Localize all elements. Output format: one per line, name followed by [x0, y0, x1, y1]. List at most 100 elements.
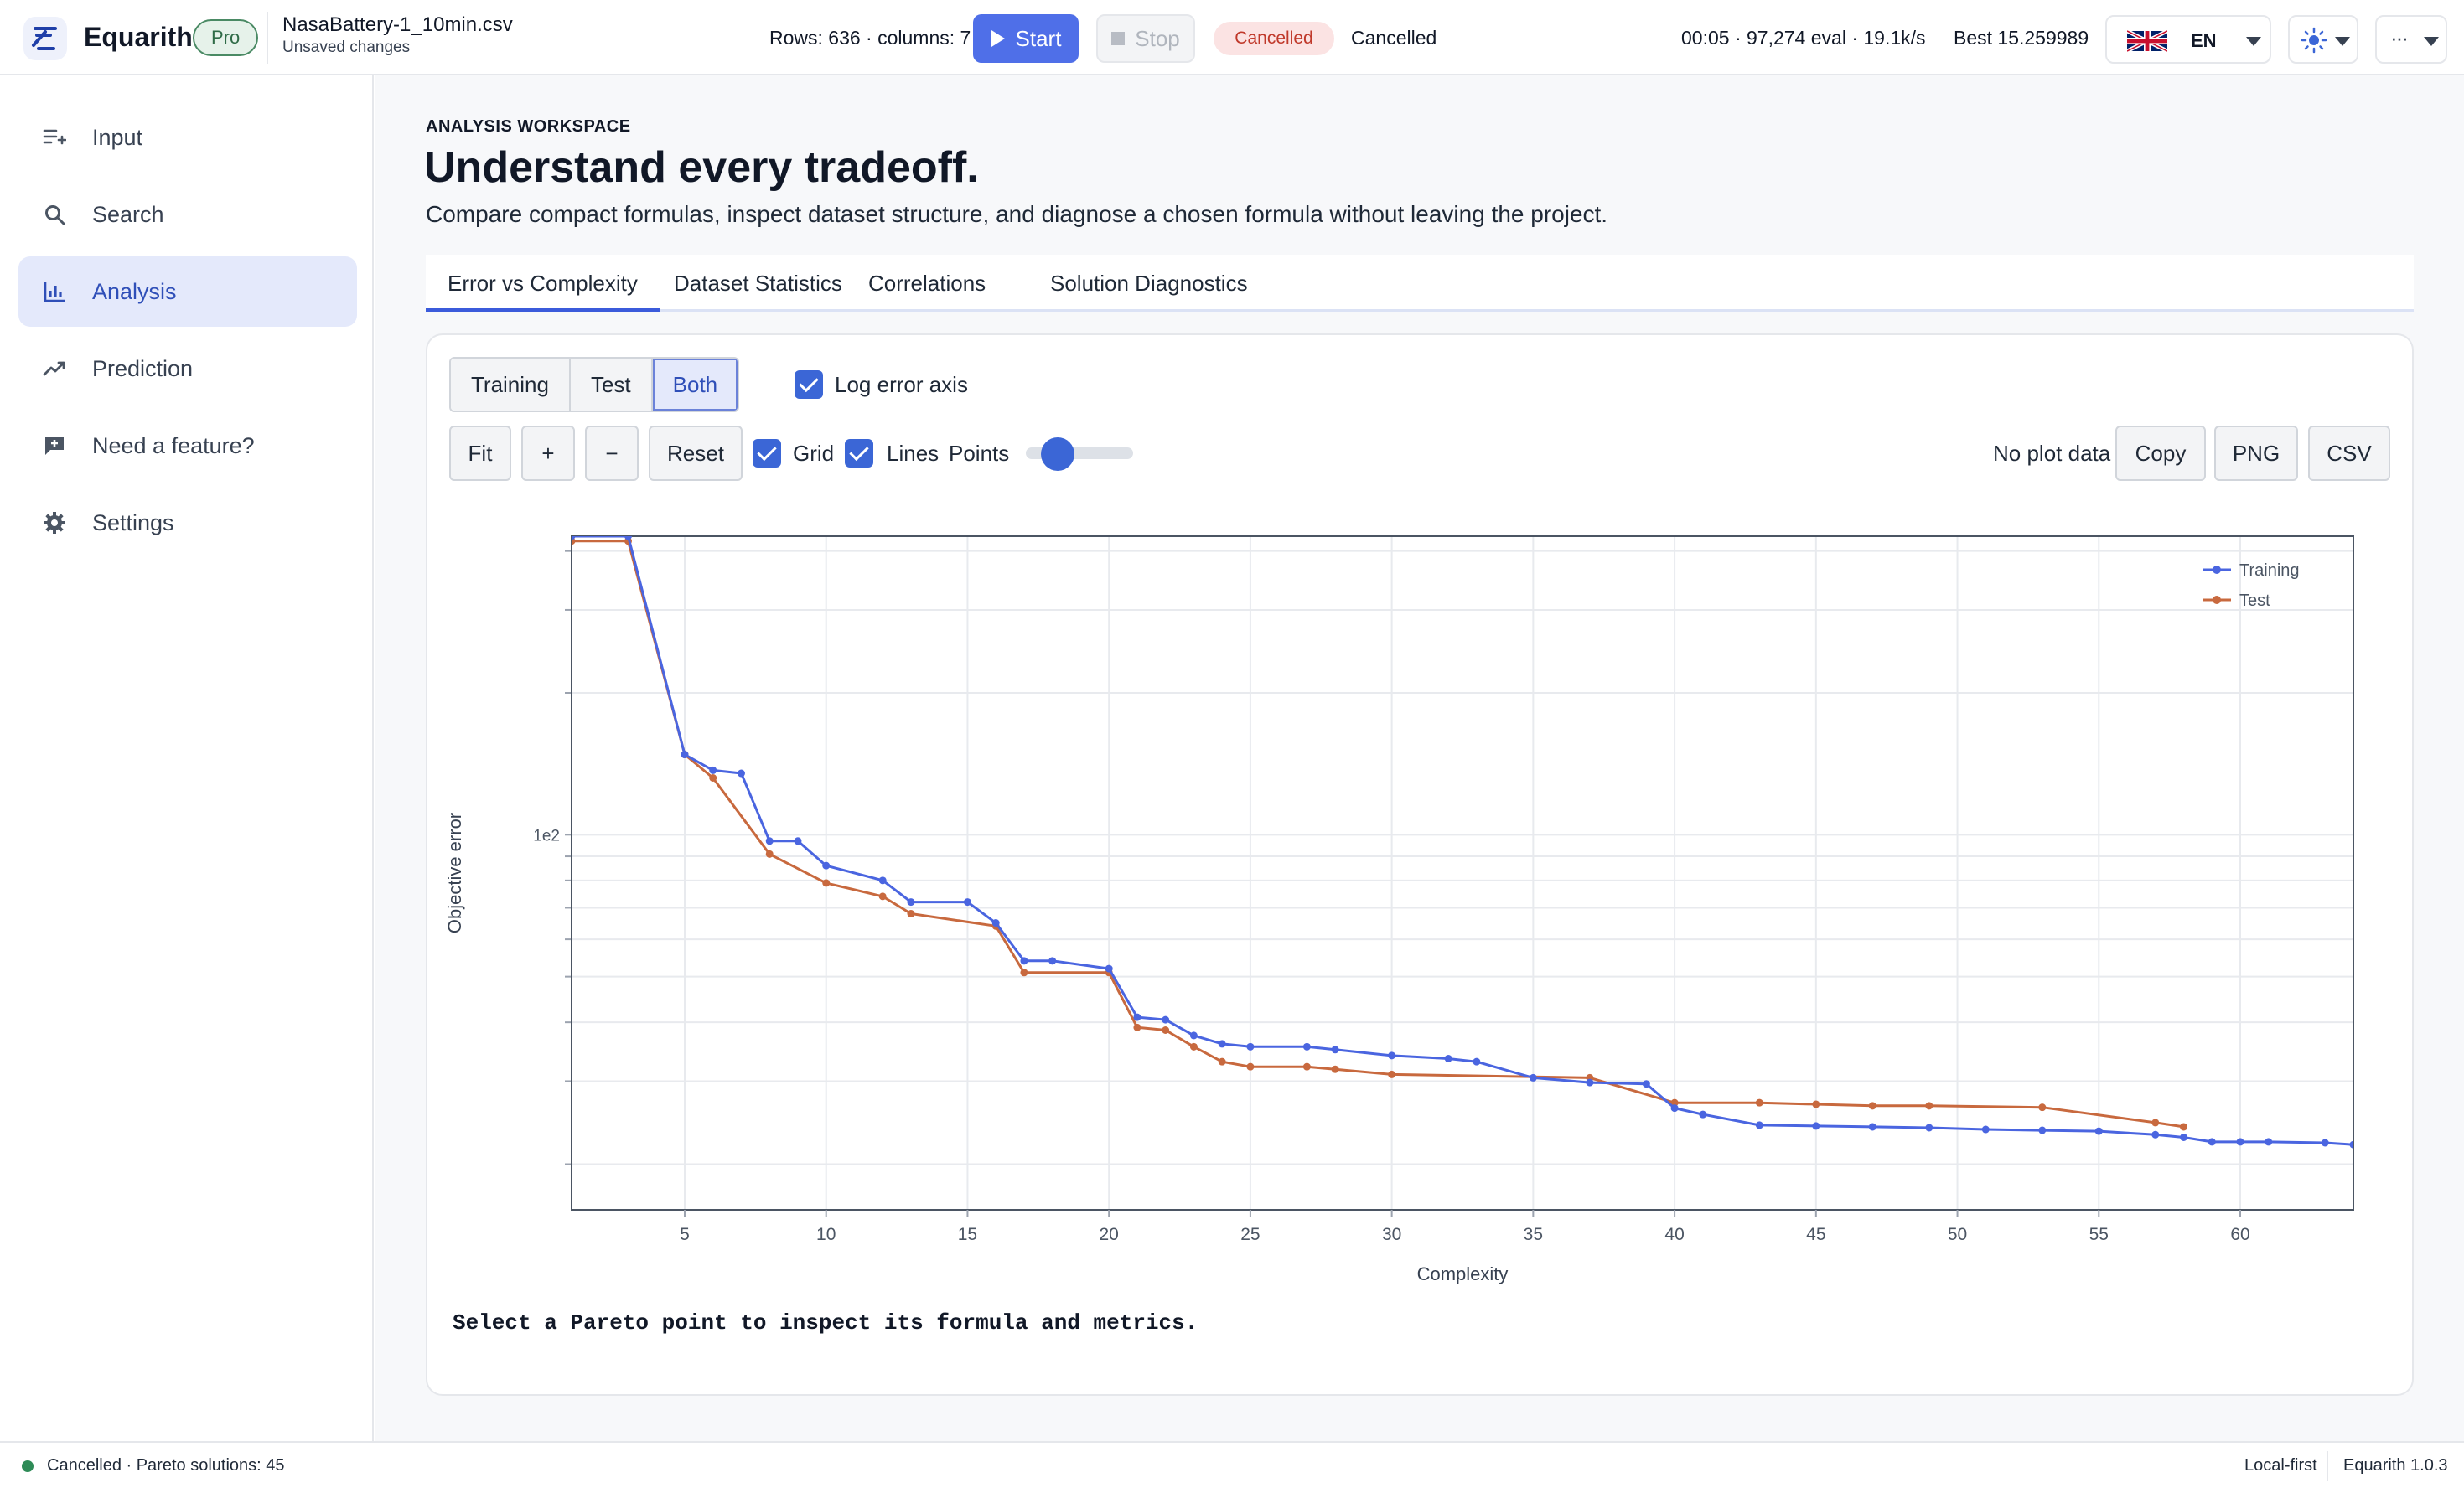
data-point-training[interactable] [624, 533, 632, 540]
tab-solution-diagnostics[interactable]: Solution Diagnostics [1050, 271, 1248, 296]
language-select[interactable]: EN [2105, 15, 2271, 64]
data-point-training[interactable] [1331, 1046, 1339, 1054]
data-point-training[interactable] [568, 533, 576, 540]
data-point-training[interactable] [1925, 1124, 1933, 1132]
lines-checkbox[interactable] [845, 439, 873, 468]
log-axis-checkbox[interactable] [795, 370, 823, 399]
data-point-test[interactable] [907, 910, 915, 918]
data-point-training[interactable] [1048, 957, 1057, 965]
sidebar-item-feedback[interactable]: Need a feature? [18, 411, 357, 481]
more-menu[interactable]: ··· [2375, 15, 2447, 64]
fit-button[interactable]: Fit [449, 426, 511, 481]
zoom-out-button[interactable]: − [585, 426, 639, 481]
data-point-training[interactable] [1529, 1073, 1537, 1082]
data-point-test[interactable] [1246, 1062, 1255, 1071]
data-point-test[interactable] [1388, 1070, 1396, 1078]
data-point-training[interactable] [1302, 1042, 1311, 1051]
data-point-training[interactable] [709, 766, 717, 774]
data-point-training[interactable] [681, 751, 689, 759]
tab-error-vs-complexity[interactable]: Error vs Complexity [426, 255, 660, 312]
reset-button[interactable]: Reset [649, 426, 743, 481]
data-point-training[interactable] [2208, 1138, 2216, 1146]
status-bar: Cancelled · Pareto solutions: 45 Local-f… [0, 1441, 2464, 1488]
data-point-test[interactable] [822, 879, 831, 887]
data-point-training[interactable] [1586, 1078, 1594, 1087]
theme-select[interactable] [2288, 15, 2358, 64]
data-point-training[interactable] [822, 861, 831, 870]
x-tick-label: 50 [1948, 1225, 1967, 1244]
start-button[interactable]: Start [973, 14, 1079, 63]
sidebar-item-analysis[interactable]: Analysis [18, 256, 357, 327]
png-export-button[interactable]: PNG [2214, 426, 2298, 481]
data-point-training[interactable] [991, 919, 1000, 927]
data-point-training[interactable] [1670, 1104, 1679, 1113]
divider [267, 12, 268, 64]
data-point-training[interactable] [1020, 957, 1028, 965]
data-point-test[interactable] [1925, 1102, 1933, 1110]
data-point-training[interactable] [1388, 1051, 1396, 1060]
data-point-training[interactable] [1473, 1057, 1481, 1066]
data-point-test[interactable] [1218, 1057, 1226, 1066]
error-vs-complexity-chart[interactable]: 5 10 15 20 25 30 35 40 45 50 55 60 1e2 Complexity Obje… [436, 503, 2372, 1299]
tab-correlations[interactable]: Correlations [868, 271, 986, 296]
data-point-training[interactable] [737, 769, 745, 778]
tab-dataset-statistics[interactable]: Dataset Statistics [674, 271, 842, 296]
data-point-training[interactable] [2265, 1138, 2273, 1146]
data-point-test[interactable] [2038, 1103, 2047, 1112]
data-point-training[interactable] [1868, 1123, 1876, 1131]
data-point-training[interactable] [1218, 1040, 1226, 1048]
data-point-test[interactable] [709, 774, 717, 783]
data-point-test[interactable] [1755, 1098, 1763, 1107]
sidebar-item-prediction[interactable]: Prediction [18, 333, 357, 404]
data-point-training[interactable] [2349, 1140, 2358, 1149]
data-point-test[interactable] [1302, 1062, 1311, 1071]
data-point-training[interactable] [963, 898, 971, 907]
data-point-training[interactable] [1755, 1121, 1763, 1129]
data-point-training[interactable] [1812, 1122, 1820, 1130]
data-point-training[interactable] [1105, 964, 1113, 973]
data-point-training[interactable] [1189, 1031, 1198, 1040]
data-point-training[interactable] [2038, 1126, 2047, 1134]
data-point-training[interactable] [794, 837, 802, 845]
sidebar-item-input[interactable]: Input [18, 102, 357, 173]
copy-button[interactable]: Copy [2115, 426, 2206, 481]
sidebar-item-search[interactable]: Search [18, 179, 357, 250]
points-slider-thumb[interactable] [1041, 437, 1074, 471]
data-point-test[interactable] [1868, 1102, 1876, 1110]
zoom-in-button[interactable]: + [521, 426, 575, 481]
data-point-training[interactable] [1133, 1013, 1141, 1021]
data-point-test[interactable] [878, 892, 887, 901]
data-point-training[interactable] [2321, 1139, 2329, 1147]
sidebar-item-settings[interactable]: Settings [18, 488, 357, 558]
data-point-test[interactable] [2180, 1123, 2188, 1131]
data-point-training[interactable] [1444, 1054, 1452, 1062]
data-point-training[interactable] [1642, 1080, 1650, 1088]
data-point-test[interactable] [1133, 1023, 1141, 1031]
data-point-training[interactable] [2151, 1130, 2160, 1139]
data-point-training[interactable] [2236, 1138, 2244, 1146]
data-point-training[interactable] [2180, 1133, 2188, 1141]
toggle-both[interactable]: Both [652, 359, 738, 411]
csv-export-button[interactable]: CSV [2308, 426, 2390, 481]
data-point-test[interactable] [1189, 1042, 1198, 1051]
data-point-training[interactable] [1699, 1110, 1707, 1119]
data-point-test[interactable] [1162, 1026, 1170, 1034]
data-point-training[interactable] [1162, 1015, 1170, 1024]
data-point-training[interactable] [1246, 1042, 1255, 1051]
data-point-test[interactable] [1670, 1098, 1679, 1107]
data-point-training[interactable] [878, 876, 887, 885]
data-point-test[interactable] [765, 850, 774, 858]
data-point-test[interactable] [2151, 1119, 2160, 1127]
data-point-training[interactable] [765, 837, 774, 845]
data-point-training[interactable] [2094, 1127, 2103, 1135]
start-button-label: Start [1015, 25, 1062, 51]
data-point-test[interactable] [1331, 1065, 1339, 1073]
grid-checkbox[interactable] [753, 439, 781, 468]
data-point-test[interactable] [1812, 1100, 1820, 1108]
data-point-training[interactable] [907, 898, 915, 907]
data-point-training[interactable] [1981, 1125, 1990, 1134]
toggle-training[interactable]: Training [451, 359, 571, 411]
data-point-test[interactable] [1020, 969, 1028, 977]
stop-button[interactable]: Stop [1096, 14, 1195, 63]
toggle-test[interactable]: Test [570, 359, 653, 411]
